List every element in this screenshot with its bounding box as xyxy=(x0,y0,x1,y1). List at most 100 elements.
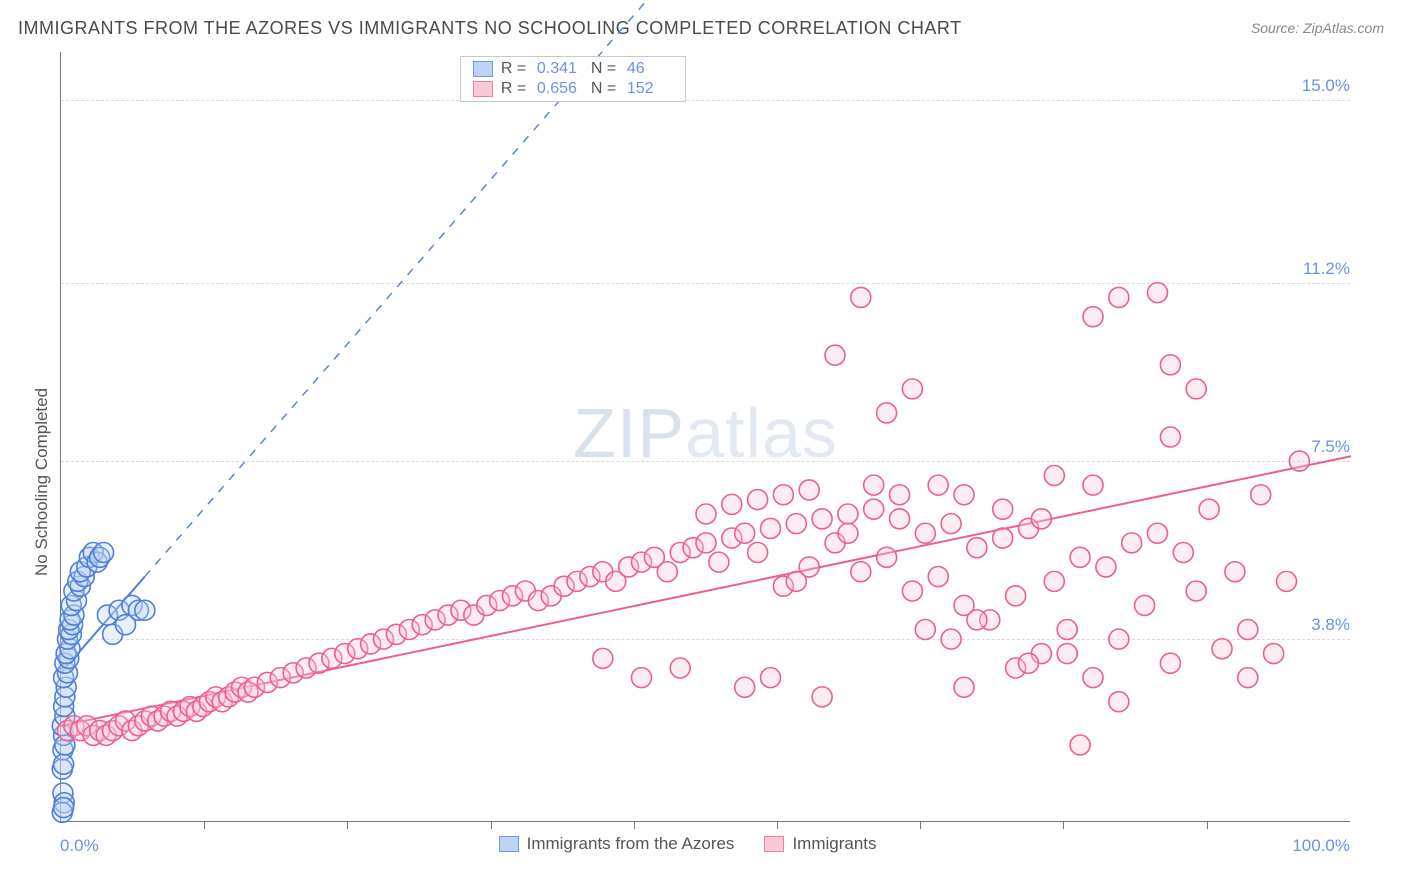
data-point-immigrants xyxy=(1096,557,1116,577)
data-point-immigrants xyxy=(877,403,897,423)
data-point-azores xyxy=(94,543,114,563)
data-point-immigrants xyxy=(890,509,910,529)
data-point-immigrants xyxy=(1186,581,1206,601)
data-point-immigrants xyxy=(1199,499,1219,519)
data-point-immigrants xyxy=(1070,547,1090,567)
data-point-immigrants xyxy=(1225,562,1245,582)
data-point-immigrants xyxy=(1031,509,1051,529)
legend-item-label: Immigrants from the Azores xyxy=(527,834,735,854)
legend-item: Immigrants from the Azores xyxy=(499,834,735,854)
data-point-immigrants xyxy=(1238,668,1258,688)
data-point-immigrants xyxy=(696,504,716,524)
data-point-immigrants xyxy=(1057,644,1077,664)
x-tick xyxy=(347,821,348,829)
data-point-immigrants xyxy=(1238,620,1258,640)
legend-swatch xyxy=(473,81,493,97)
plot-area: ZIPatlas xyxy=(60,52,1350,822)
x-tick xyxy=(777,821,778,829)
source-name: ZipAtlas.com xyxy=(1303,20,1384,36)
legend-swatch xyxy=(764,836,784,852)
legend-n-value: 152 xyxy=(627,80,673,98)
data-point-immigrants xyxy=(1006,586,1026,606)
data-point-immigrants xyxy=(709,552,729,572)
data-point-azores xyxy=(54,754,74,774)
data-point-immigrants xyxy=(941,629,961,649)
x-tick xyxy=(491,821,492,829)
data-point-immigrants xyxy=(967,610,987,630)
data-point-immigrants xyxy=(1148,523,1168,543)
data-point-immigrants xyxy=(838,504,858,524)
data-point-azores xyxy=(135,600,155,620)
legend-n-label: N = xyxy=(591,60,619,78)
data-point-immigrants xyxy=(1135,595,1155,615)
data-point-immigrants xyxy=(1212,639,1232,659)
data-point-immigrants xyxy=(915,620,935,640)
data-point-immigrants xyxy=(1083,668,1103,688)
data-point-immigrants xyxy=(851,562,871,582)
data-point-immigrants xyxy=(954,485,974,505)
legend-stats-row: R =0.656N =152 xyxy=(461,79,685,99)
data-point-immigrants xyxy=(1109,287,1129,307)
legend-r-value: 0.341 xyxy=(537,60,583,78)
x-tick xyxy=(1207,821,1208,829)
x-tick xyxy=(1063,821,1064,829)
data-point-immigrants xyxy=(1264,644,1284,664)
data-point-immigrants xyxy=(1186,379,1206,399)
data-point-immigrants xyxy=(941,514,961,534)
x-tick xyxy=(634,821,635,829)
data-point-immigrants xyxy=(1109,629,1129,649)
data-point-immigrants xyxy=(954,677,974,697)
data-point-immigrants xyxy=(1289,451,1309,471)
data-point-immigrants xyxy=(1160,653,1180,673)
data-point-immigrants xyxy=(735,677,755,697)
data-point-immigrants xyxy=(1148,283,1168,303)
data-point-immigrants xyxy=(773,485,793,505)
data-point-immigrants xyxy=(786,514,806,534)
data-point-immigrants xyxy=(696,533,716,553)
data-point-immigrants xyxy=(993,499,1013,519)
data-point-immigrants xyxy=(993,528,1013,548)
data-point-immigrants xyxy=(1109,692,1129,712)
data-point-immigrants xyxy=(812,687,832,707)
data-point-immigrants xyxy=(748,543,768,563)
data-point-immigrants xyxy=(967,538,987,558)
legend-n-label: N = xyxy=(591,80,619,98)
data-point-immigrants xyxy=(748,490,768,510)
data-point-immigrants xyxy=(1019,653,1039,673)
legend-n-value: 46 xyxy=(627,60,673,78)
data-point-immigrants xyxy=(838,523,858,543)
data-point-immigrants xyxy=(902,379,922,399)
x-min-label: 0.0% xyxy=(60,836,99,856)
legend-r-label: R = xyxy=(501,60,529,78)
data-point-immigrants xyxy=(799,480,819,500)
legend-r-label: R = xyxy=(501,80,529,98)
data-point-azores xyxy=(54,798,74,818)
data-point-immigrants xyxy=(1173,543,1193,563)
y-axis-title: No Schooling Completed xyxy=(32,388,52,576)
data-point-immigrants xyxy=(928,567,948,587)
data-point-immigrants xyxy=(670,658,690,678)
x-tick xyxy=(204,821,205,829)
data-point-immigrants xyxy=(825,345,845,365)
legend-swatch xyxy=(499,836,519,852)
data-point-immigrants xyxy=(890,485,910,505)
legend-item-label: Immigrants xyxy=(792,834,876,854)
legend-stats: R =0.341N =46R =0.656N =152 xyxy=(460,56,686,102)
data-point-immigrants xyxy=(902,581,922,601)
data-point-immigrants xyxy=(786,571,806,591)
data-point-immigrants xyxy=(915,523,935,543)
data-point-immigrants xyxy=(1160,355,1180,375)
data-point-immigrants xyxy=(864,499,884,519)
data-point-immigrants xyxy=(1083,307,1103,327)
data-point-immigrants xyxy=(657,562,677,582)
data-point-immigrants xyxy=(735,523,755,543)
data-point-immigrants xyxy=(812,509,832,529)
data-point-immigrants xyxy=(1044,466,1064,486)
source-label: Source: ZipAtlas.com xyxy=(1251,20,1384,36)
legend-series: Immigrants from the Azores Immigrants xyxy=(499,834,877,854)
scatter-svg xyxy=(61,52,1350,821)
data-point-immigrants xyxy=(632,668,652,688)
data-point-immigrants xyxy=(864,475,884,495)
data-point-immigrants xyxy=(1160,427,1180,447)
data-point-immigrants xyxy=(851,287,871,307)
